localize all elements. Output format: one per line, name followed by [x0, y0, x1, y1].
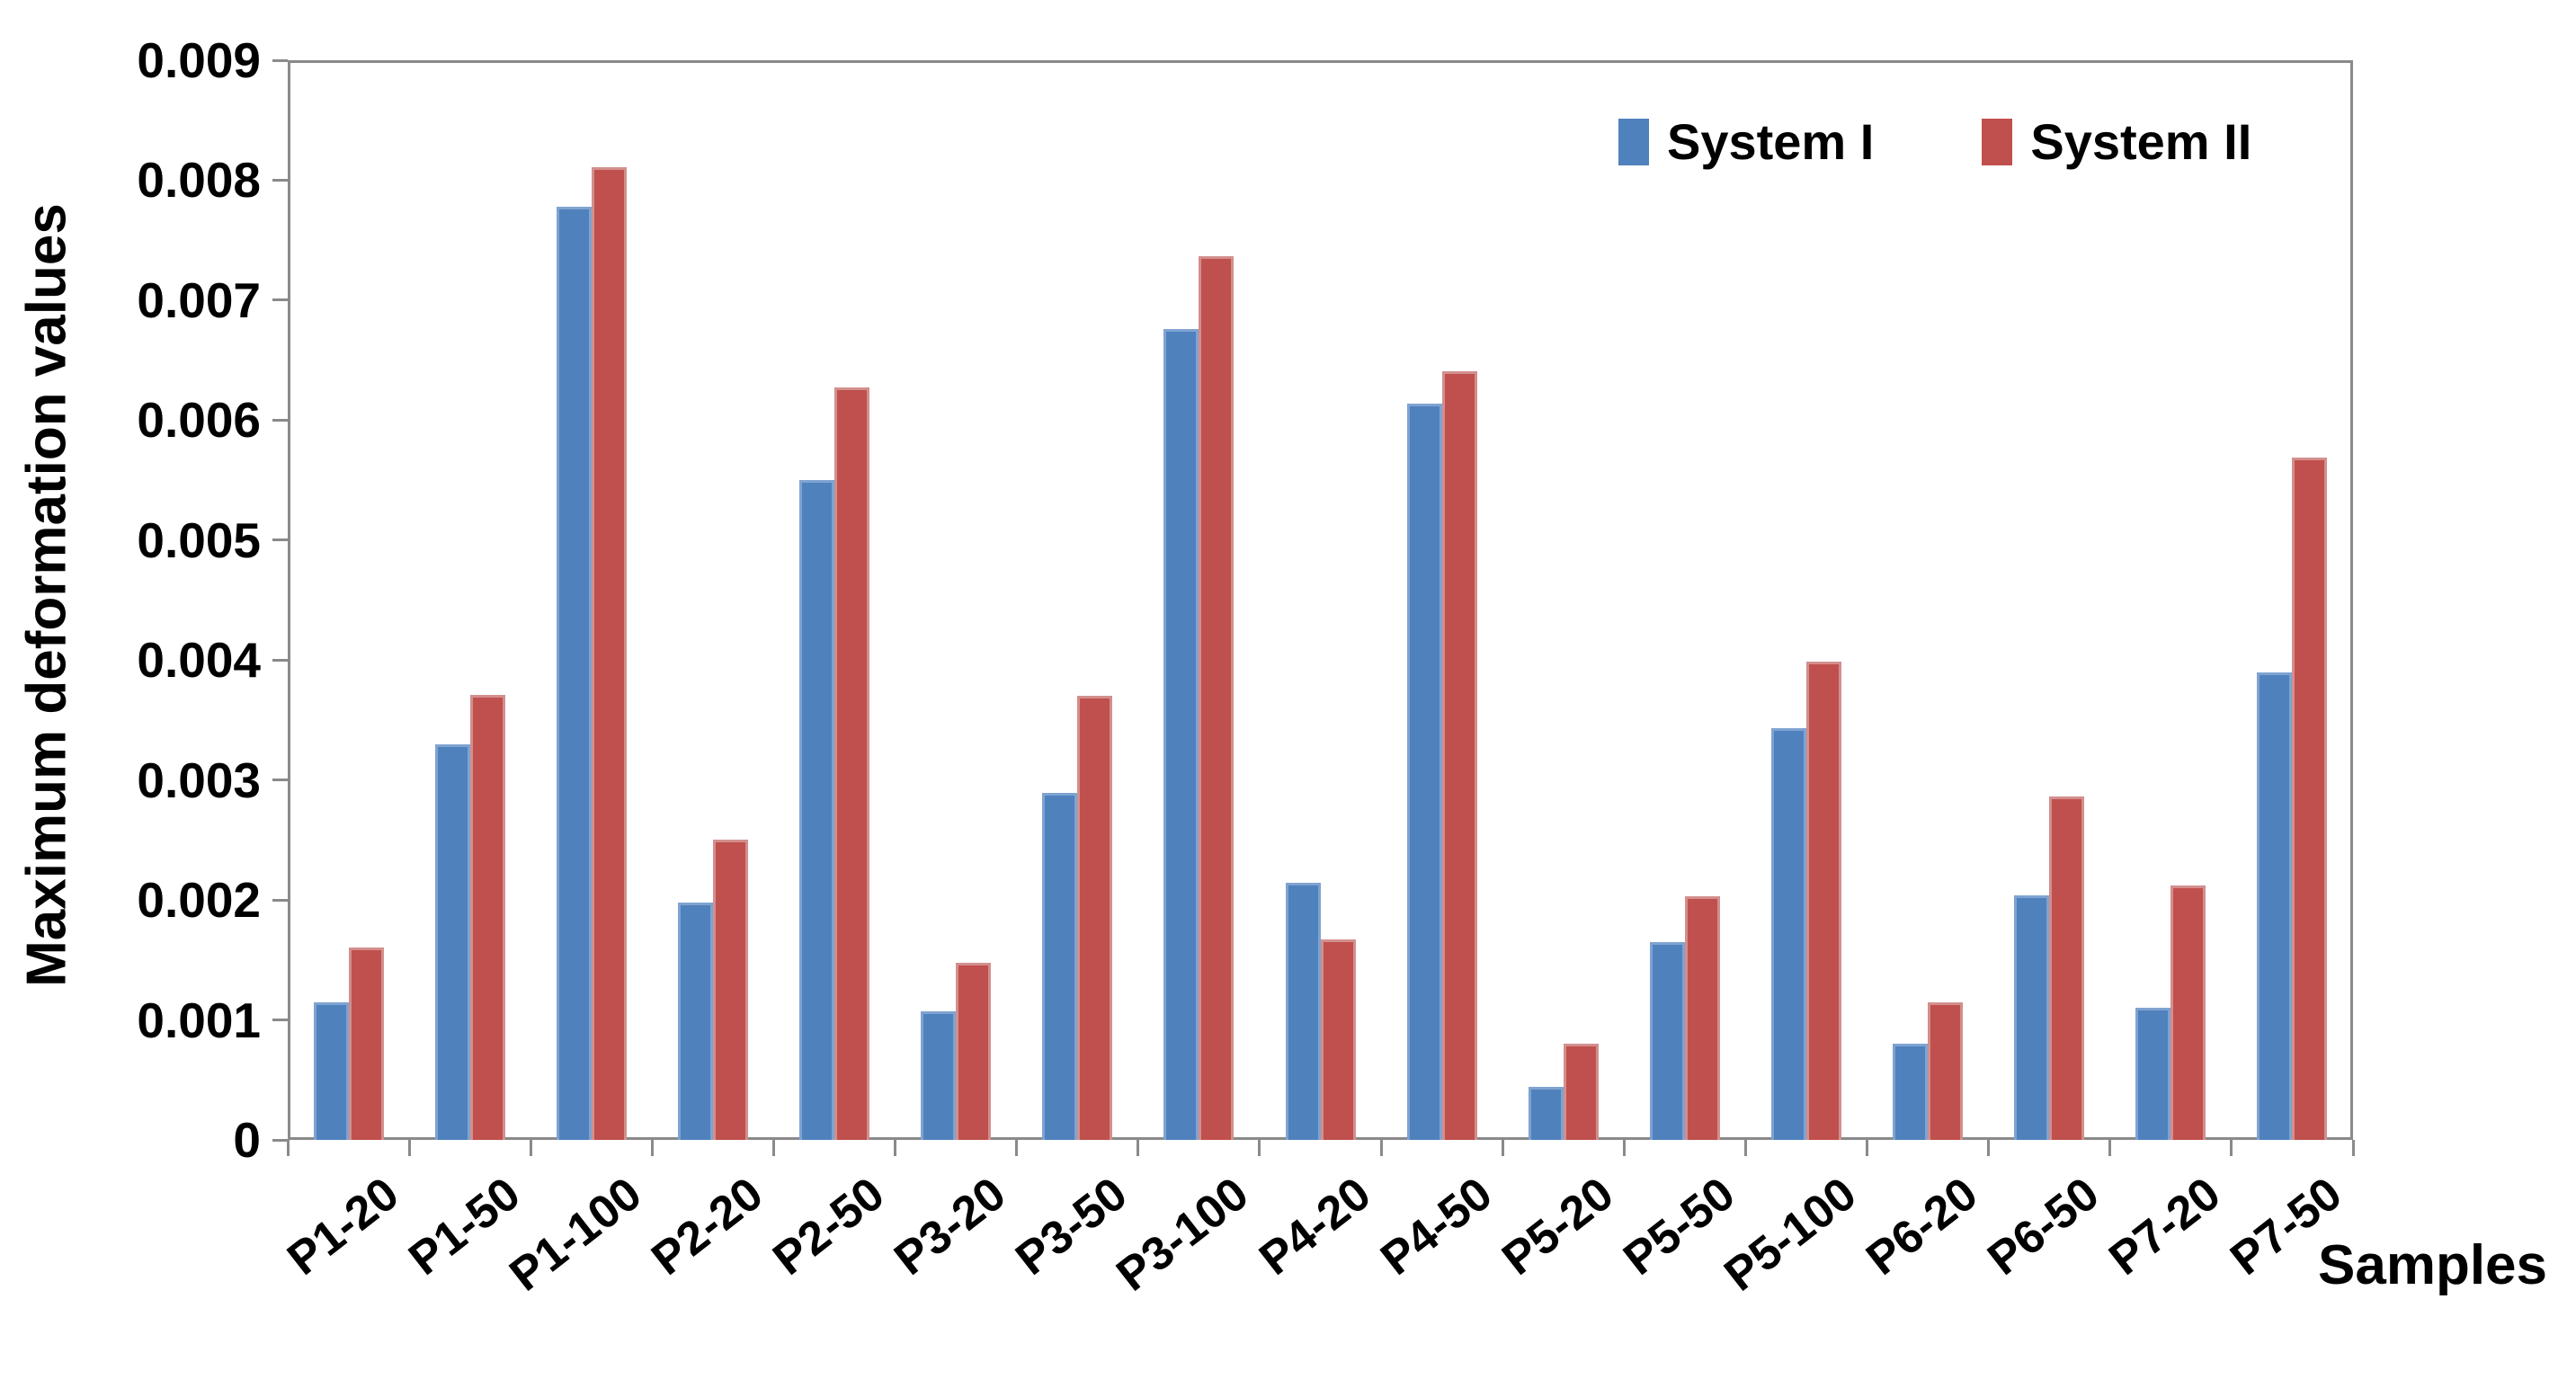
bar-system-ii-p3-20	[956, 962, 992, 1140]
y-tick-mark	[272, 898, 288, 902]
x-tick-mark	[2108, 1140, 2112, 1156]
x-tick-mark	[286, 1140, 290, 1156]
bar-system-ii-p6-20	[1928, 1001, 1964, 1140]
x-tick-mark	[894, 1140, 897, 1156]
y-tick-label: 0	[233, 1112, 261, 1168]
bar-system-i-p1-20	[313, 1001, 349, 1140]
legend-item-system-2: System II	[1982, 115, 2251, 169]
x-tick-mark	[1501, 1140, 1504, 1156]
x-category-label-p4-50: P4-50	[1370, 1167, 1502, 1286]
y-tick-mark	[272, 418, 288, 422]
x-tick-mark	[1987, 1140, 1991, 1156]
bar-system-i-p3-100	[1163, 328, 1199, 1140]
bar-system-i-p7-20	[2135, 1008, 2171, 1140]
y-tick-label: 0.003	[137, 752, 261, 808]
bar-system-ii-p2-50	[834, 387, 870, 1140]
bar-system-i-p7-50	[2257, 672, 2293, 1140]
bar-system-ii-p6-50	[2049, 796, 2085, 1140]
y-axis-title: Maximum deformation values	[15, 203, 78, 987]
x-category-label-p3-20: P3-20	[885, 1167, 1016, 1286]
x-tick-mark	[1258, 1140, 1261, 1156]
legend: System I System II	[1618, 115, 2251, 169]
bar-system-i-p6-50	[2014, 894, 2050, 1140]
bar-system-ii-p1-50	[469, 694, 505, 1140]
x-tick-mark	[2351, 1140, 2355, 1156]
bar-system-i-p5-20	[1528, 1087, 1564, 1140]
system-2-swatch-icon	[1982, 119, 2013, 165]
y-tick-mark	[272, 779, 288, 782]
bar-system-ii-p7-50	[2292, 457, 2328, 1140]
bar-system-ii-p7-20	[2170, 885, 2206, 1140]
bar-system-i-p4-20	[1285, 883, 1321, 1140]
x-tick-mark	[2230, 1140, 2233, 1156]
y-tick-mark	[272, 58, 288, 62]
y-tick-mark	[272, 658, 288, 662]
y-tick-label: 0.004	[137, 632, 261, 689]
y-tick-mark	[272, 178, 288, 182]
system-1-swatch-icon	[1618, 119, 1649, 165]
x-category-label-p3-100: P3-100	[1107, 1167, 1259, 1302]
x-category-label-p5-100: P5-100	[1715, 1167, 1867, 1302]
bar-system-i-p3-50	[1042, 793, 1078, 1140]
y-tick-label: 0.005	[137, 512, 261, 568]
x-tick-mark	[1866, 1140, 1869, 1156]
y-tick-label: 0.001	[137, 992, 261, 1048]
bar-system-i-p5-50	[1649, 941, 1685, 1140]
bar-system-ii-p4-50	[1441, 370, 1477, 1140]
bar-system-ii-p3-50	[1077, 696, 1113, 1140]
x-category-label-p6-20: P6-20	[1857, 1167, 1988, 1286]
y-tick-mark	[272, 1019, 288, 1022]
x-category-label-p7-20: P7-20	[2099, 1167, 2231, 1286]
x-category-label-p5-20: P5-20	[1493, 1167, 1624, 1286]
bar-system-i-p5-100	[1770, 728, 1806, 1140]
y-tick-mark	[272, 1138, 288, 1142]
x-category-label-p4-20: P4-20	[1249, 1167, 1380, 1286]
y-tick-mark	[272, 298, 288, 302]
x-category-label-p2-20: P2-20	[642, 1167, 773, 1286]
x-tick-mark	[1743, 1140, 1747, 1156]
legend-item-system-1: System I	[1618, 115, 1874, 169]
x-tick-mark	[650, 1140, 654, 1156]
x-tick-mark	[1015, 1140, 1019, 1156]
y-tick-label: 0.002	[137, 872, 261, 929]
bar-system-ii-p5-20	[1563, 1044, 1599, 1140]
x-category-label-p1-100: P1-100	[500, 1167, 652, 1302]
x-tick-mark	[1136, 1140, 1140, 1156]
x-category-label-p6-50: P6-50	[1978, 1167, 2109, 1286]
bar-system-i-p2-20	[677, 902, 713, 1140]
bar-system-ii-p3-100	[1199, 255, 1235, 1140]
x-tick-mark	[771, 1140, 775, 1156]
bar-system-i-p3-20	[921, 1011, 957, 1140]
y-tick-label: 0.009	[137, 32, 261, 88]
bar-system-i-p4-50	[1406, 403, 1442, 1140]
legend-label-system-2: System II	[2030, 113, 2252, 170]
x-category-label-p1-20: P1-20	[277, 1167, 408, 1286]
bar-system-ii-p4-20	[1320, 939, 1356, 1140]
bar-system-i-p1-100	[556, 206, 592, 1140]
bar-system-ii-p5-100	[1805, 661, 1841, 1140]
y-tick-label: 0.006	[137, 392, 261, 449]
bar-system-ii-p1-100	[591, 166, 627, 1140]
x-tick-mark	[1622, 1140, 1626, 1156]
y-tick-label: 0.008	[137, 152, 261, 209]
legend-label-system-1: System I	[1667, 113, 1875, 170]
bar-system-ii-p5-50	[1684, 896, 1720, 1140]
x-tick-mark	[1379, 1140, 1383, 1156]
y-tick-mark	[272, 538, 288, 542]
x-category-label-p2-50: P2-50	[763, 1167, 895, 1286]
bar-system-ii-p2-20	[712, 840, 748, 1140]
x-tick-mark	[407, 1140, 411, 1156]
x-axis-title: Samples	[2318, 1234, 2548, 1296]
bar-system-i-p1-50	[434, 743, 470, 1140]
bar-system-i-p2-50	[799, 480, 835, 1140]
x-tick-mark	[529, 1140, 532, 1156]
bar-system-ii-p1-20	[348, 948, 384, 1140]
bar-system-i-p6-20	[1893, 1044, 1929, 1140]
y-tick-label: 0.007	[137, 271, 261, 328]
